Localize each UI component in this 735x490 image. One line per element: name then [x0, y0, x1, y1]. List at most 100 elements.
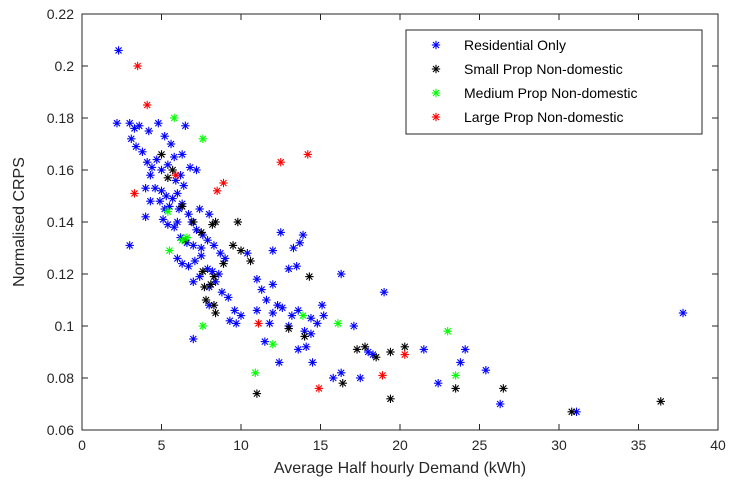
data-point — [294, 345, 303, 354]
data-point — [317, 301, 327, 310]
data-point — [298, 311, 308, 320]
y-tick-label: 0.14 — [47, 214, 74, 230]
data-point — [157, 165, 166, 175]
data-point — [160, 132, 169, 141]
data-point — [262, 295, 271, 305]
data-point — [460, 345, 470, 354]
data-point — [141, 212, 150, 221]
data-point — [163, 207, 173, 216]
data-point — [268, 308, 277, 318]
data-point — [451, 384, 460, 393]
data-point — [200, 282, 209, 292]
data-point — [163, 160, 173, 169]
data-point — [386, 394, 395, 403]
data-point — [195, 272, 204, 281]
axes: 0 5 10 15 20 25 30 35 40 0.06 0.08 0.1 0.12 0.14 0.16 0… — [47, 6, 726, 453]
data-point — [203, 236, 212, 245]
data-point — [456, 358, 465, 367]
data-point — [314, 384, 324, 393]
data-point — [144, 126, 153, 136]
data-point — [150, 184, 160, 193]
legend-label: Large Prop Non-domestic — [464, 109, 624, 125]
data-point — [209, 272, 219, 281]
data-point — [567, 407, 576, 416]
data-point — [130, 189, 139, 198]
data-point — [170, 113, 179, 123]
data-point — [209, 301, 219, 310]
data-point — [181, 121, 190, 130]
data-point — [224, 293, 233, 302]
y-tick-label: 0.12 — [47, 266, 74, 282]
data-point — [154, 119, 163, 128]
x-tick-label: 40 — [710, 437, 726, 453]
data-point — [189, 217, 198, 227]
data-point — [189, 334, 198, 344]
data-point — [177, 236, 187, 245]
data-point — [173, 189, 182, 198]
data-point — [195, 204, 204, 214]
data-point — [254, 319, 263, 328]
data-point — [198, 267, 208, 276]
data-point — [251, 368, 260, 377]
data-point — [268, 340, 277, 349]
data-point — [205, 210, 214, 219]
data-point — [278, 303, 287, 312]
data-point — [292, 262, 301, 271]
data-point — [189, 277, 198, 286]
legend-box — [405, 29, 703, 135]
data-point — [219, 178, 228, 188]
data-point — [338, 379, 347, 388]
data-point — [190, 256, 200, 266]
data-point — [274, 358, 284, 367]
data-point — [295, 238, 305, 247]
legend-label: Residential Only — [464, 37, 566, 53]
data-point — [284, 264, 293, 273]
data-point — [171, 171, 181, 180]
data-point — [336, 368, 346, 377]
data-point — [138, 147, 147, 156]
data-point — [192, 165, 201, 175]
data-point — [142, 100, 152, 110]
data-point — [232, 319, 241, 328]
data-point — [211, 308, 220, 318]
data-point — [214, 269, 223, 279]
data-point — [246, 256, 255, 266]
data-point — [451, 371, 460, 380]
data-point — [252, 275, 262, 284]
data-point — [230, 306, 239, 315]
data-point — [495, 399, 505, 409]
legend-marker — [431, 112, 441, 122]
data-point — [300, 332, 309, 341]
y-tick-label: 0.06 — [47, 422, 74, 438]
data-point — [127, 134, 136, 143]
legend-marker — [431, 40, 441, 50]
data-markers — [112, 46, 688, 416]
data-point — [252, 306, 262, 315]
data-point — [371, 353, 381, 362]
data-point — [308, 358, 317, 367]
data-point — [360, 342, 370, 351]
data-point — [306, 329, 316, 338]
data-point — [499, 384, 508, 393]
x-tick-label: 30 — [551, 437, 567, 453]
data-point — [166, 139, 176, 149]
x-tick-label: 5 — [158, 437, 166, 453]
data-point — [349, 321, 359, 331]
y-tick-label: 0.22 — [47, 6, 74, 22]
data-point — [198, 321, 208, 331]
y-tick-label: 0.18 — [47, 110, 74, 126]
data-point — [157, 150, 166, 159]
data-point — [306, 314, 316, 323]
data-point — [146, 197, 155, 206]
data-point — [131, 142, 141, 151]
legend-marker — [431, 64, 441, 74]
data-point — [228, 241, 238, 250]
data-point — [276, 158, 285, 167]
data-point — [656, 397, 665, 406]
data-point — [284, 324, 293, 333]
data-point — [268, 246, 277, 255]
legend-marker — [431, 88, 441, 98]
data-point — [177, 150, 187, 159]
data-point — [185, 163, 195, 172]
